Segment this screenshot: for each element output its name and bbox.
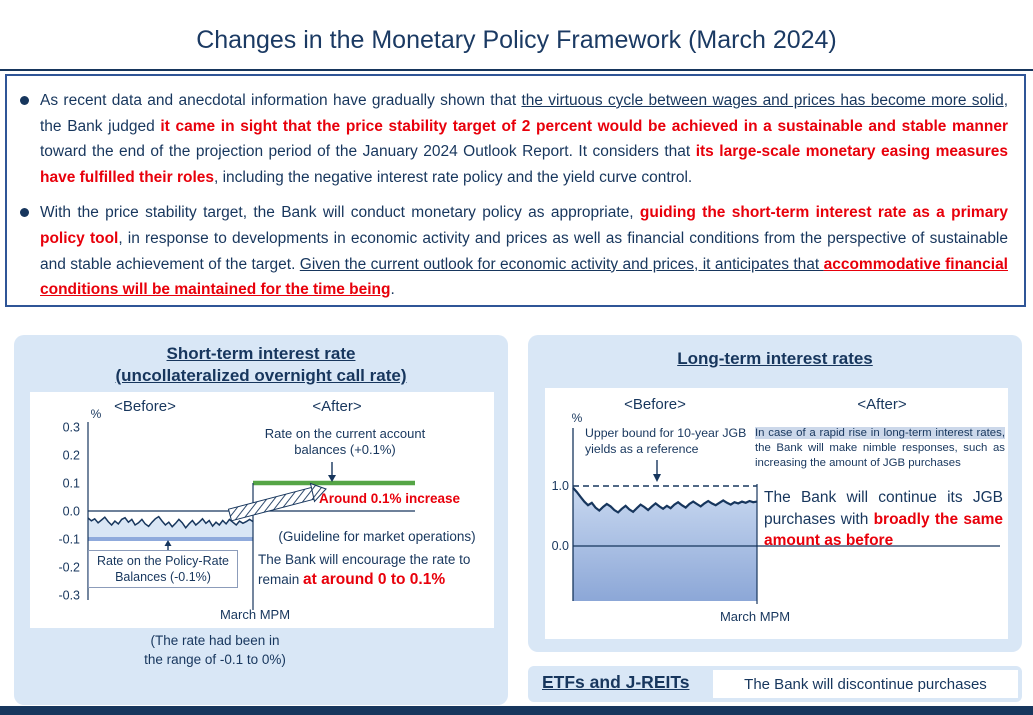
after-label: <After> xyxy=(857,396,907,413)
rate-range-footnote: (The rate had been in the range of -0.1 … xyxy=(55,631,375,669)
long-term-title-line: Long-term interest rates xyxy=(677,349,873,368)
y-axis-unit: % xyxy=(572,411,583,425)
long-term-decorations xyxy=(653,460,661,482)
march-mpm-label-short: March MPM xyxy=(219,607,291,622)
long-term-chart: 1.0 0.0% xyxy=(552,411,1000,604)
increase-annotation: Around 0.1% increase xyxy=(319,491,461,506)
y-tick-label: 0.2 xyxy=(63,449,80,463)
increase-hatched-arrow xyxy=(227,486,317,522)
policy-rate-balances-label: Rate on the Policy-Rate Balances (-0.1%) xyxy=(88,550,238,588)
continue-purchases-text: The Bank will continue its JGB purchases… xyxy=(764,489,1003,549)
upper-bound-label: Upper bound for 10-year JGB yields as a … xyxy=(585,426,747,456)
summary-box: As recent data and anecdotal information… xyxy=(5,74,1026,307)
short-term-dynamic-layer: 0.3 0.2 0.1 0.0 -0.1 -0.2 -0.3% xyxy=(58,407,415,610)
y-axis-unit: % xyxy=(91,407,102,421)
short-term-decorations xyxy=(164,462,336,554)
encourage-text: The Bank will encourage the rate to rema… xyxy=(258,552,471,588)
bullet-icon xyxy=(20,96,29,105)
before-label: <Before> xyxy=(624,396,686,413)
short-term-title-line2: (uncollateralized overnight call rate) xyxy=(115,366,407,385)
before-label: <Before> xyxy=(114,398,176,415)
long-term-chart-area: 1.0 0.0% <Before> <After> Upper bound for… xyxy=(545,388,1008,639)
short-term-title-line1: Short-term interest rate xyxy=(166,344,356,363)
footnote-line1: (The rate had been in xyxy=(150,633,280,648)
jgb-yield-series xyxy=(572,487,758,514)
y-tick-label: -0.1 xyxy=(58,533,80,547)
bullet-item-2: With the price stability target, the Ban… xyxy=(20,200,1008,302)
long-term-dynamic-layer: 1.0 0.0% xyxy=(552,411,1000,604)
y-tick-label: 0.3 xyxy=(63,421,80,435)
etf-panel-title: ETFs and J-REITs xyxy=(542,672,690,692)
short-term-panel: Short-term interest rate (uncollateraliz… xyxy=(14,335,508,705)
title-divider xyxy=(0,69,1033,71)
down-arrow-icon xyxy=(653,460,661,482)
etf-discontinue-statement: The Bank will discontinue purchases xyxy=(713,670,1018,698)
bullet-item-1: As recent data and anecdotal information… xyxy=(20,88,1008,190)
bottom-border-bar xyxy=(0,706,1033,715)
march-mpm-label-long: March MPM xyxy=(719,609,791,624)
current-account-rate-label: Rate on the current account balances (+0… xyxy=(264,426,426,457)
y-tick-label: -0.3 xyxy=(58,589,80,603)
y-tick-label: 1.0 xyxy=(552,479,569,493)
y-tick-label: 0.0 xyxy=(63,505,80,519)
bullet-paragraph-1: As recent data and anecdotal information… xyxy=(40,92,1009,186)
call-rate-series xyxy=(87,515,254,530)
long-term-panel-title: Long-term interest rates xyxy=(528,348,1022,370)
y-tick-label: -0.2 xyxy=(58,561,80,575)
footnote-line2: the range of -0.1 to 0%) xyxy=(144,652,286,667)
after-label: <After> xyxy=(312,398,362,415)
long-term-panel: Long-term interest rates 1.0 0.0% xyxy=(528,335,1022,652)
bullet-icon xyxy=(20,208,29,218)
short-term-chart: 0.3 0.2 0.1 0.0 -0.1 -0.2 -0.3% xyxy=(58,407,415,610)
y-tick-label: 0.1 xyxy=(63,477,80,491)
short-term-panel-title: Short-term interest rate (uncollateraliz… xyxy=(14,343,508,387)
down-arrow-icon xyxy=(328,462,336,482)
etf-panel: ETFs and J-REITs The Bank will discontin… xyxy=(528,666,1022,702)
bullet-paragraph-2: With the price stability target, the Ban… xyxy=(40,204,1008,299)
y-tick-label: 0.0 xyxy=(552,539,569,553)
jgb-area-fill xyxy=(573,487,757,601)
guideline-label: (Guideline for market operations) xyxy=(278,529,476,544)
page-title: Changes in the Monetary Policy Framework… xyxy=(196,26,837,54)
short-term-chart-area: 0.3 0.2 0.1 0.0 -0.1 -0.2 -0.3% <Before> <Afte… xyxy=(30,392,494,628)
nimble-response-text: In case of a rapid rise in long-term int… xyxy=(755,427,1005,469)
increase-arrowhead-icon xyxy=(309,482,327,503)
